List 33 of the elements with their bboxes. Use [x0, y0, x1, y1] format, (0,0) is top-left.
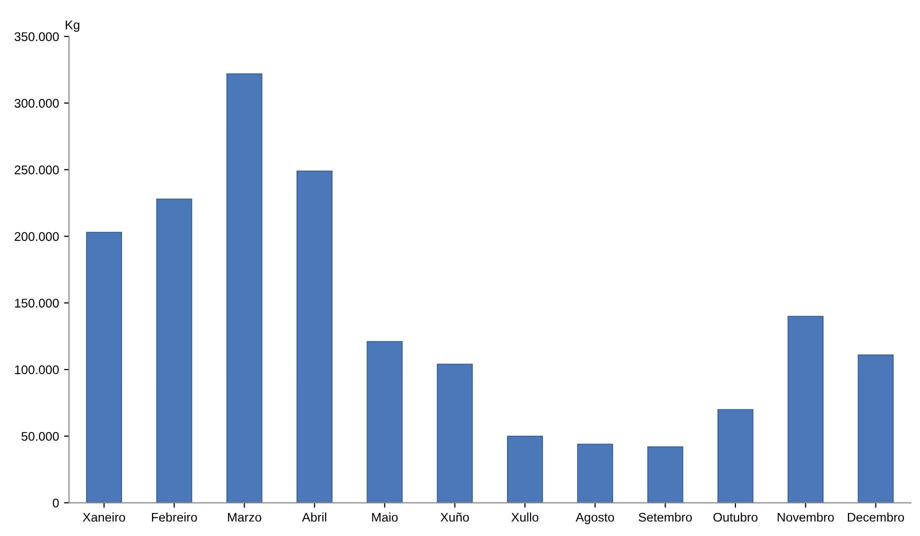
bar	[296, 170, 332, 503]
bar	[436, 364, 473, 503]
bar	[156, 198, 192, 503]
bar	[858, 354, 894, 503]
x-tick-label: Xaneiro	[82, 512, 126, 522]
y-axis-title: Kg	[66, 20, 80, 32]
bar	[577, 444, 614, 503]
x-tick-label: Abril	[302, 512, 326, 522]
x-tick-label: Xuño	[440, 512, 469, 522]
y-tick-label: 300.000	[14, 98, 59, 108]
y-tick-label: 350.000	[14, 32, 59, 42]
bar	[86, 232, 122, 503]
y-tick-label: 50.000	[22, 432, 59, 441]
y-tick-label: 250.000	[14, 165, 59, 174]
bar	[226, 73, 262, 503]
x-tick-label: Maio	[372, 512, 398, 522]
x-tick-label: Xullo	[511, 512, 538, 522]
x-tick-label: Novembro	[778, 512, 834, 522]
x-tick-label: Marzo	[228, 512, 262, 522]
y-tick-label: 150.000	[15, 298, 59, 308]
x-tick-label: Setembro	[638, 512, 692, 522]
bar	[788, 316, 824, 503]
bar	[647, 446, 684, 503]
bar	[507, 436, 543, 503]
x-tick-label: Outubro	[713, 512, 758, 522]
y-tick-label: 200.000	[14, 232, 59, 241]
y-tick-label: 100.000	[15, 365, 59, 374]
bar	[366, 341, 403, 503]
x-tick-label: Agosto	[576, 512, 614, 524]
bar	[717, 409, 754, 503]
x-tick-label: Decembro	[848, 512, 904, 522]
y-tick-label: 0	[52, 498, 59, 508]
x-tick-label: Febreiro	[152, 512, 197, 522]
